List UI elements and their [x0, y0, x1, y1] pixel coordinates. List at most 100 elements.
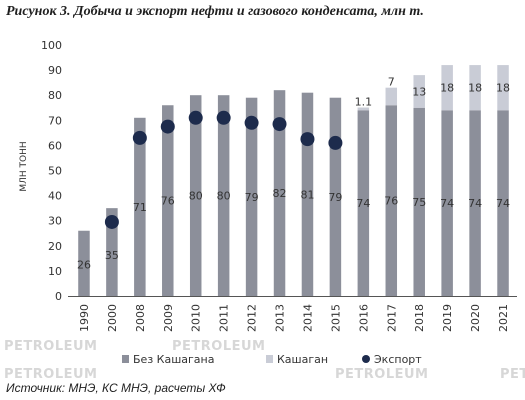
bar-base-value-label: 26	[77, 259, 91, 272]
watermark-text: PETROLEUM	[4, 367, 98, 382]
y-axis-label: МЛН ТОНН	[19, 141, 29, 191]
export-marker	[244, 115, 259, 130]
bar-kashagan-value-label: 18	[496, 82, 510, 95]
legend: Без Кашагана Кашаган Экспорт	[122, 353, 422, 366]
x-tick-label: 2008	[134, 304, 147, 332]
bar-base	[497, 110, 509, 296]
bar-base	[217, 95, 230, 296]
bar-base	[189, 95, 202, 296]
y-tick-label: 70	[48, 114, 62, 127]
bar-base	[329, 97, 342, 297]
bar-base-value-label: 82	[273, 187, 287, 200]
y-tick-label: 60	[48, 139, 62, 152]
x-tick-label: 2017	[385, 304, 398, 332]
y-tick-label: 30	[48, 215, 62, 228]
bar-kashagan	[469, 65, 481, 111]
y-axis: 0 10 20 30 40 50 60 70 80 90 100 МЛН ТОНН	[19, 39, 62, 303]
bar-base-value-label: 79	[328, 191, 342, 204]
bar-base-value-label: 74	[496, 197, 510, 210]
y-tick-label: 100	[41, 39, 62, 52]
export-marker	[272, 117, 287, 132]
x-tick-label: 2009	[162, 304, 175, 332]
bar-base	[441, 110, 453, 296]
x-tick-label: 2015	[329, 304, 342, 332]
bar-base	[273, 90, 286, 297]
bar-base-value-label: 76	[161, 195, 175, 208]
export-marker	[188, 110, 203, 125]
y-tick-label: 40	[48, 190, 62, 203]
bar-base	[469, 110, 481, 296]
export-marker	[160, 119, 175, 134]
x-tick-label: 2014	[301, 304, 314, 332]
bar-base-value-label: 74	[440, 197, 454, 210]
export-marker	[300, 132, 315, 147]
bar-kashagan	[497, 65, 509, 111]
bar-layer	[78, 65, 509, 297]
export-marker	[104, 214, 119, 229]
chart-title: Рисунок 3. Добыча и экспорт нефти и газо…	[6, 4, 424, 19]
y-tick-label: 90	[48, 64, 62, 77]
watermark-layer: PETROLEUM PETROLEUM PETROLEUM PETROLEUM PETR	[4, 339, 525, 382]
bar-base	[78, 230, 90, 296]
bar-base	[245, 97, 258, 297]
y-tick-label: 50	[48, 165, 62, 178]
watermark-text: PETR	[500, 367, 525, 382]
export-marker-layer	[104, 110, 343, 229]
x-tick-label: 2021	[497, 304, 510, 332]
bar-kashagan-value-label: 18	[440, 82, 454, 95]
x-axis: 1990 2000 2008 2009 2010 2011 2012 2013 2014 2015…	[68, 296, 517, 332]
bar-base-value-label: 79	[245, 191, 259, 204]
x-tick-label: 2012	[246, 304, 259, 332]
export-marker	[216, 110, 231, 125]
source-note: Источник: МНЭ, КС МНЭ, расчеты ХФ	[6, 381, 226, 395]
bar-base-value-label: 74	[468, 197, 482, 210]
bar-base	[357, 110, 370, 296]
bar-base-value-label: 75	[412, 196, 426, 209]
legend-label-kashagan: Кашаган	[277, 353, 328, 366]
bar-kashagan-value-label: 18	[468, 82, 482, 95]
legend-swatch-base	[122, 355, 129, 363]
y-tick-label: 20	[48, 240, 62, 253]
bar-label-layer: 26 35 71 76 80 80 79 82 81 79 74 1.1 76 7 75 13 74 18 74 18…	[77, 76, 510, 272]
bar-base-value-label: 35	[105, 249, 119, 262]
bar-kashagan	[357, 107, 370, 111]
bar-base-value-label: 74	[356, 197, 370, 210]
bar-kashagan	[413, 75, 425, 108]
legend-label-export: Экспорт	[374, 353, 422, 366]
bar-kashagan-value-label: 1.1	[355, 95, 373, 108]
x-tick-label: 2016	[357, 304, 370, 332]
export-marker	[328, 135, 343, 150]
bar-base	[301, 92, 314, 296]
bar-kashagan-value-label: 7	[388, 76, 395, 89]
bar-kashagan	[385, 87, 398, 106]
bar-base-value-label: 71	[133, 201, 147, 214]
x-tick-label: 2019	[441, 304, 454, 332]
x-tick-label: 1990	[78, 304, 91, 332]
bar-kashagan-value-label: 13	[412, 85, 426, 98]
x-tick-label: 2013	[274, 304, 287, 332]
x-tick-label: 2011	[218, 304, 231, 332]
y-tick-label: 10	[48, 265, 62, 278]
y-tick-label: 80	[48, 89, 62, 102]
bar-kashagan	[441, 65, 453, 111]
y-tick-label: 0	[55, 290, 62, 303]
bar-base-value-label: 80	[217, 190, 231, 203]
bar-base	[134, 117, 146, 296]
bar-base-value-label: 80	[189, 190, 203, 203]
bar-base-value-label: 81	[300, 188, 314, 201]
watermark-text: PETROLEUM	[172, 339, 266, 354]
export-marker	[132, 130, 147, 145]
bar-base	[385, 105, 398, 297]
x-tick-label: 2000	[106, 304, 119, 332]
bar-base-value-label: 76	[384, 195, 398, 208]
legend-marker-export	[362, 355, 370, 363]
x-tick-label: 2020	[469, 304, 482, 332]
x-tick-label: 2010	[190, 304, 203, 332]
bar-base	[413, 107, 425, 296]
watermark-text: PETROLEUM	[4, 339, 98, 354]
x-tick-label: 2018	[413, 304, 426, 332]
legend-label-base: Без Кашагана	[133, 353, 214, 366]
bar-base	[106, 208, 118, 296]
bar-base	[162, 105, 174, 297]
